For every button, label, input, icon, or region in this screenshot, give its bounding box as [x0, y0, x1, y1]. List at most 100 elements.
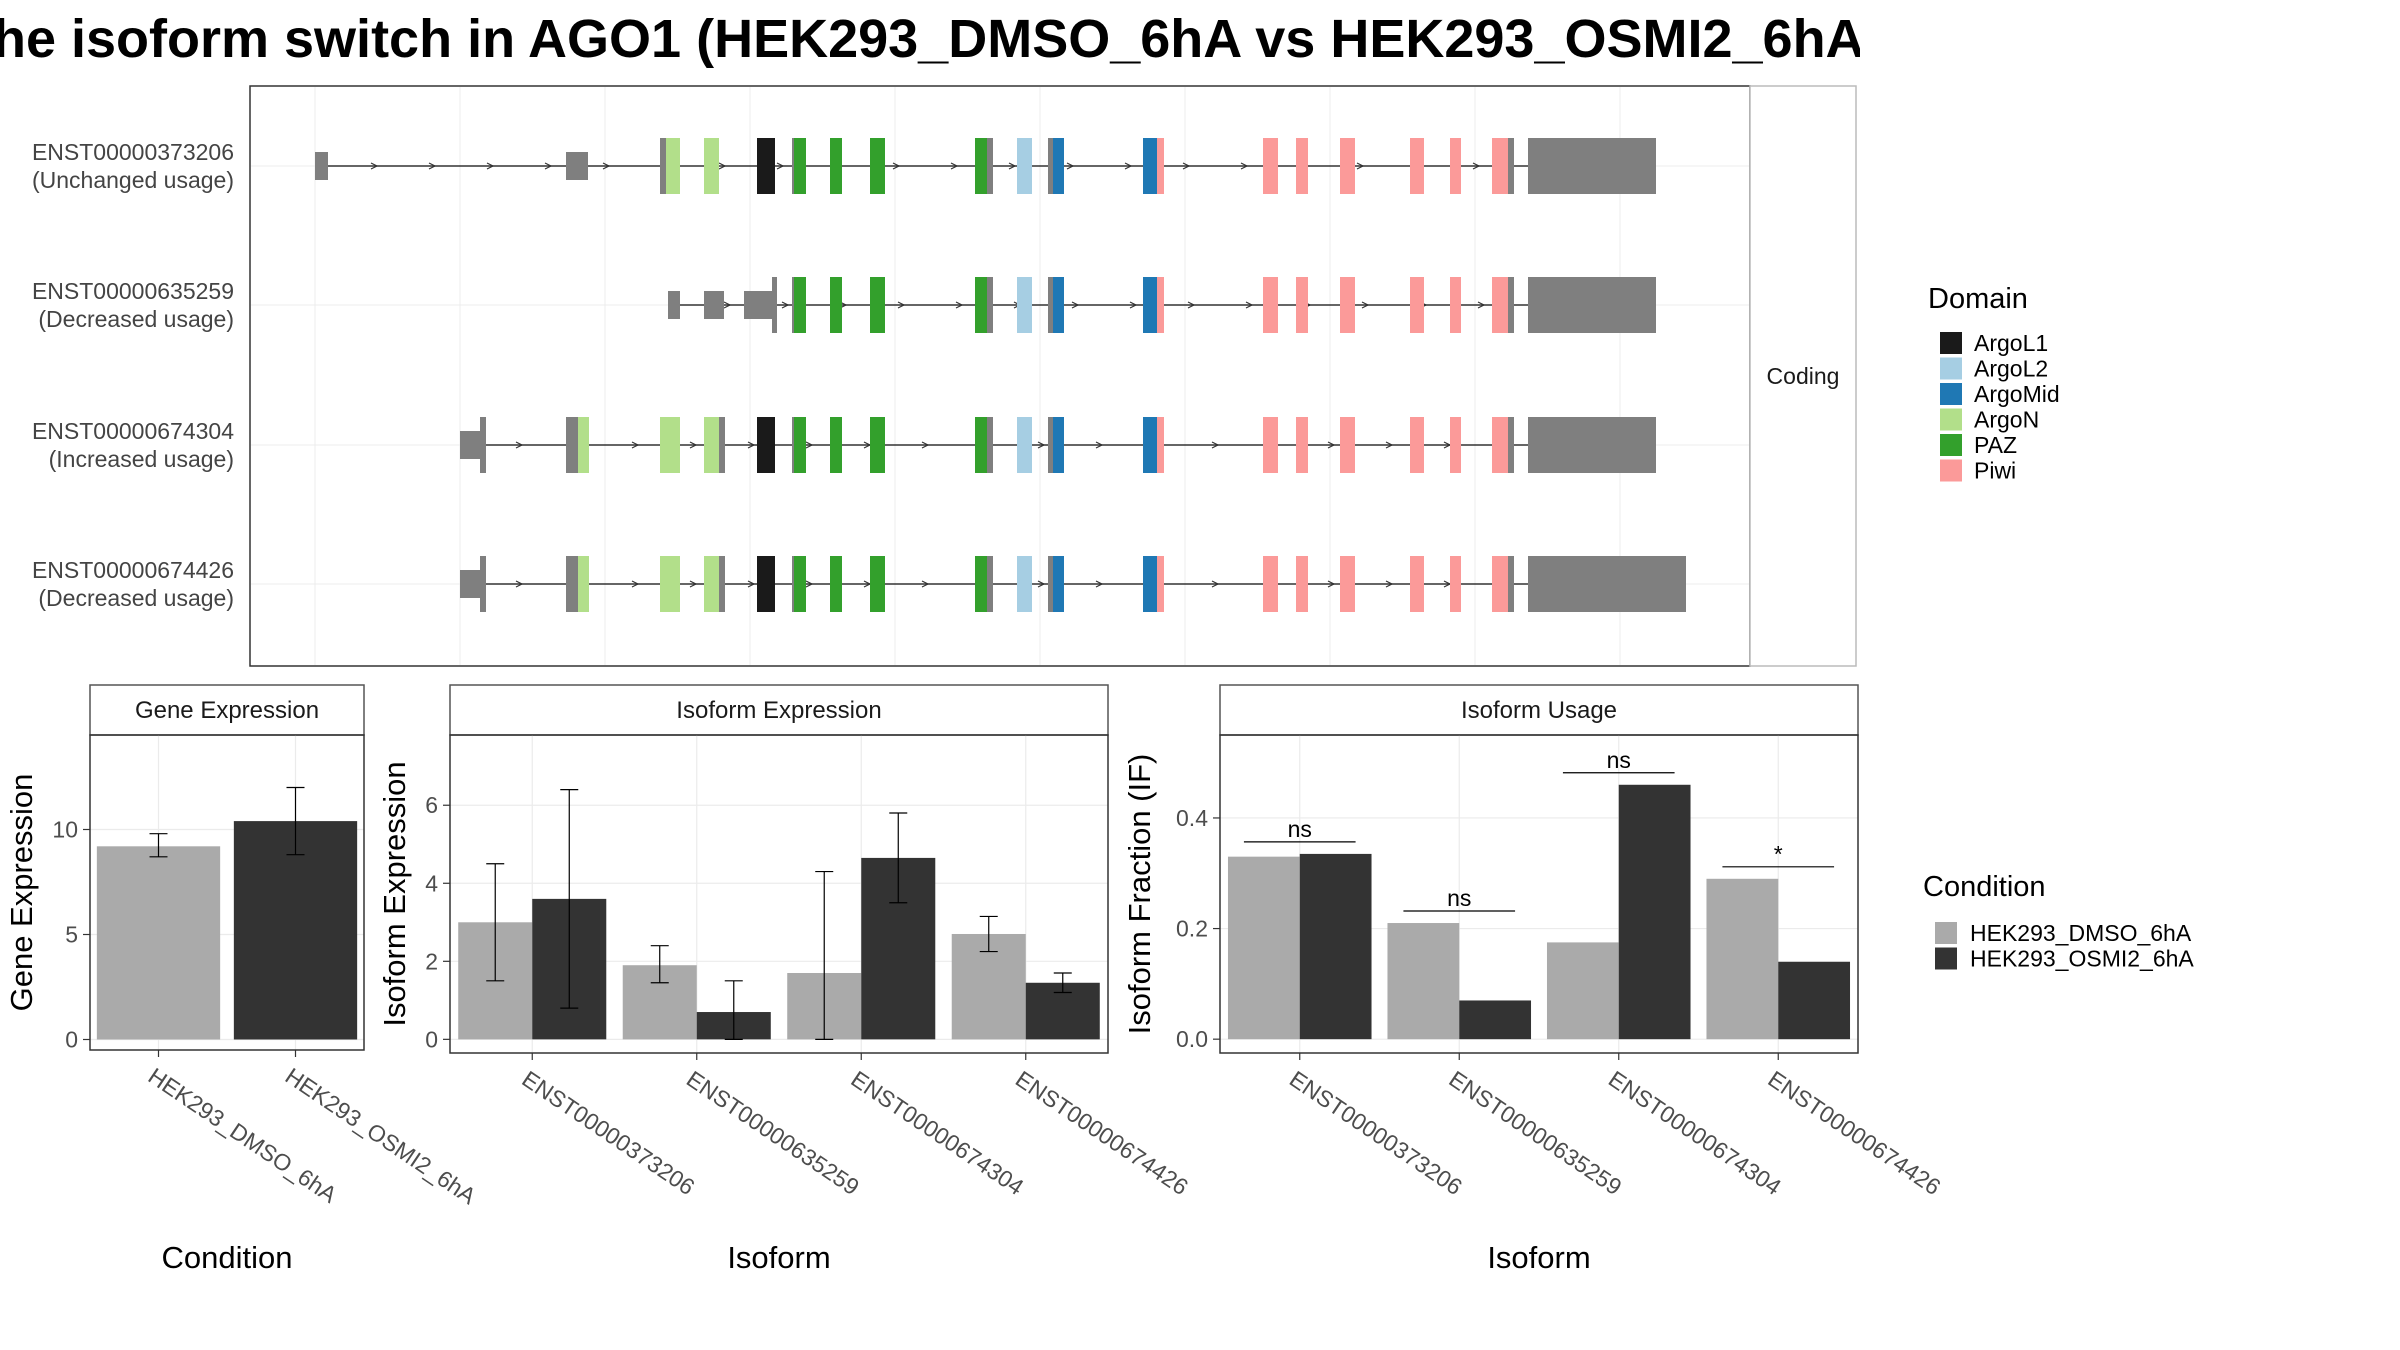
- domain-ArgoMid: [1143, 556, 1157, 612]
- strand-arrow: [1211, 580, 1220, 588]
- panel-title: Isoform Usage: [1461, 697, 1617, 724]
- domain-Piwi: [1492, 417, 1508, 473]
- isoform-usage-label: (Unchanged usage): [32, 167, 234, 193]
- panel-strip: [1219, 684, 1859, 736]
- exon-block: [1048, 417, 1053, 473]
- domain-Piwi: [1410, 417, 1424, 473]
- panel-strip: [449, 684, 1109, 736]
- legend-key-ArgoMid: [1940, 383, 1962, 405]
- condition-legend-title: Condition: [1923, 871, 2046, 903]
- exon-block: [704, 291, 724, 319]
- transcript-row: ENST00000373206(Unchanged usage): [32, 138, 1656, 194]
- domain-Piwi: [1410, 556, 1424, 612]
- isoform-id-label: ENST00000373206: [32, 139, 234, 165]
- panel-title: Isoform Expression: [676, 697, 881, 724]
- domain-ArgoL1: [757, 138, 775, 194]
- strand-arrow: [1245, 301, 1254, 309]
- bar: [1778, 961, 1851, 1040]
- strand-arrow: [1385, 580, 1394, 588]
- strand-arrow: [955, 301, 964, 309]
- domain-PAZ: [794, 138, 806, 194]
- y-tick-label: 0.2: [1176, 916, 1208, 942]
- domain-ArgoL1: [757, 556, 775, 612]
- legend-label: HEK293_OSMI2_6hA: [1970, 946, 2194, 972]
- strand-arrow: [747, 580, 756, 588]
- transcript-row: ENST00000674426(Decreased usage): [32, 556, 1686, 612]
- x-tick-label: ENST00000635259: [682, 1066, 864, 1201]
- exon-block: [987, 138, 993, 194]
- strand-arrow: [689, 580, 698, 588]
- domain-PAZ: [794, 556, 806, 612]
- legend-key-ArgoN: [1940, 408, 1962, 431]
- domain-PAZ: [975, 277, 987, 333]
- isoform-usage-label: (Decreased usage): [38, 306, 234, 332]
- strand-arrow: [689, 441, 698, 449]
- domain-ArgoN: [704, 417, 719, 473]
- domain-ArgoN: [666, 138, 680, 194]
- x-tick-label: ENST00000635259: [1444, 1066, 1626, 1201]
- domain-PAZ: [830, 556, 842, 612]
- exon-block: [772, 277, 777, 333]
- strand-arrow: [1327, 580, 1336, 588]
- exon-block: [460, 431, 480, 459]
- domain-Piwi: [1492, 277, 1508, 333]
- strand-arrow: [776, 162, 785, 170]
- panel-frame: [89, 734, 365, 1051]
- exon-block: [1048, 556, 1053, 612]
- panel-strip: [89, 684, 365, 736]
- domain-Piwi: [1340, 417, 1355, 473]
- exon-block: [660, 138, 666, 194]
- bar: [1387, 923, 1460, 1040]
- transcript-row: ENST00000674304(Increased usage): [32, 417, 1656, 473]
- legend-label: ArgoMid: [1974, 381, 2060, 407]
- exon-block: [1508, 138, 1514, 194]
- x-tick-label: ENST00000674304: [846, 1066, 1028, 1201]
- strand-arrow: [1124, 162, 1133, 170]
- isoform-usage-chart: Isoform Usage ns ENST00000373206 ns ENST0000…: [1122, 684, 1946, 1275]
- isoform-id-label: ENST00000674304: [32, 418, 234, 444]
- domain-Piwi: [1410, 138, 1424, 194]
- domain-PAZ: [830, 138, 842, 194]
- y-axis-title: Isoform Fraction (IF): [1122, 754, 1157, 1035]
- coding-strip: [1749, 85, 1857, 667]
- domain-PAZ: [870, 556, 885, 612]
- domain-ArgoN: [578, 417, 589, 473]
- domain-ArgoL2: [1017, 277, 1032, 333]
- domain-PAZ: [830, 277, 842, 333]
- legend-key-DMSO: [1935, 922, 1957, 944]
- x-axis-title: Isoform: [1487, 1240, 1590, 1275]
- exon-block: [566, 417, 578, 473]
- exon-block: [987, 556, 993, 612]
- legend-label: ArgoL1: [1974, 330, 2048, 356]
- strand-arrow: [1129, 301, 1138, 309]
- x-tick-label: ENST00000373206: [1285, 1066, 1467, 1201]
- exon-block: [1048, 138, 1053, 194]
- strand-arrow: [1008, 162, 1017, 170]
- domain-Piwi: [1450, 417, 1461, 473]
- strand-arrow: [1477, 301, 1486, 309]
- legend-key-ArgoL2: [1940, 357, 1962, 380]
- strand-arrow: [515, 580, 524, 588]
- strand-arrow: [1037, 441, 1046, 449]
- strand-arrow: [1066, 162, 1075, 170]
- strand-arrow: [781, 301, 790, 309]
- legend-label: HEK293_DMSO_6hA: [1970, 920, 2192, 946]
- y-tick-label: 0: [425, 1026, 438, 1052]
- domain-Piwi: [1157, 417, 1164, 473]
- significance-label: ns: [1447, 885, 1471, 911]
- y-tick-label: 0.4: [1176, 805, 1208, 831]
- legend-key-PAZ: [1940, 434, 1962, 456]
- exon-block: [315, 152, 328, 180]
- strand-arrow: [1385, 441, 1394, 449]
- strand-arrow: [631, 441, 640, 449]
- strand-arrow: [805, 580, 814, 588]
- domain-Piwi: [1263, 417, 1278, 473]
- panel-frame: [449, 734, 1109, 1054]
- strand-arrow: [1211, 441, 1220, 449]
- strand-arrow: [1095, 441, 1104, 449]
- isoform-usage-label: (Decreased usage): [38, 585, 234, 611]
- x-axis-title: Isoform: [727, 1240, 830, 1275]
- strand-arrow: [921, 580, 930, 588]
- panel-title: Gene Expression: [135, 697, 319, 724]
